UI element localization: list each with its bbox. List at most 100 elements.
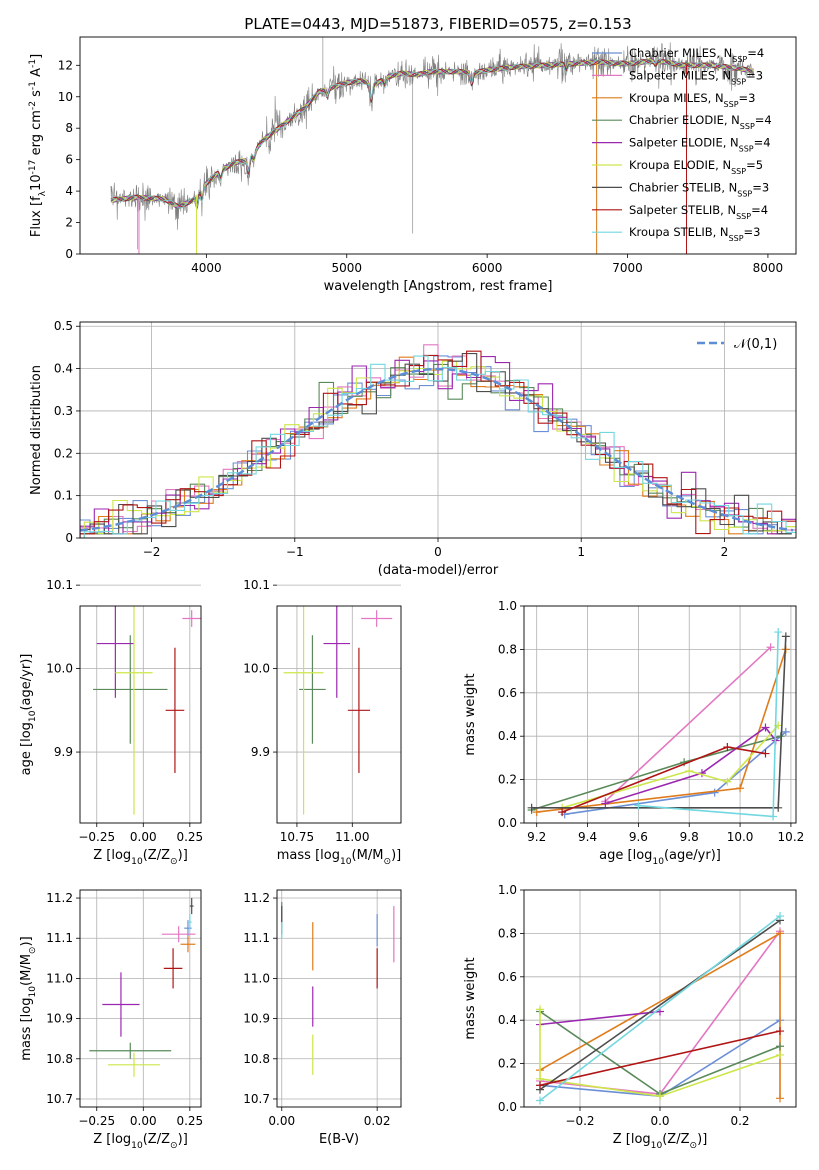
mass-weight-marker bbox=[656, 1092, 664, 1101]
mass-weight-marker bbox=[536, 1081, 544, 1090]
errorbar-point bbox=[179, 543, 198, 568]
normal-reference-curve bbox=[80, 367, 794, 532]
errorbar-point bbox=[163, 948, 183, 989]
errorbar-point bbox=[323, 606, 351, 698]
y-tick-label: 10.8 bbox=[46, 1052, 73, 1066]
errorbar-point bbox=[386, 493, 399, 593]
figure-title: PLATE=0443, MJD=51873, FIBERID=0575, z=0… bbox=[244, 15, 631, 33]
plot-area bbox=[93, 543, 201, 815]
x-tick-label: 9.8 bbox=[680, 830, 699, 844]
x-axis-label: Z [log10(Z/Z⊙)] bbox=[93, 848, 188, 867]
axes: 10.75 11.00 9.9 10.0 10.1 mass [log10(M/M⊙)] bbox=[243, 578, 402, 867]
x-tick-label: 11.00 bbox=[335, 830, 369, 844]
mass-weight-line bbox=[531, 735, 781, 811]
y-tick-label: 10.7 bbox=[243, 1092, 270, 1106]
axes-frame bbox=[79, 605, 202, 824]
x-tick-label: 0 bbox=[434, 545, 442, 559]
y-axis-label: mass weight bbox=[463, 957, 478, 1039]
x-axis-label: mass [log10(M/M⊙)] bbox=[277, 848, 401, 867]
x-axis-label: wavelength [Angstrom, rest frame] bbox=[324, 279, 553, 294]
legend-label: Salpeter MILES, NSSP=3 bbox=[629, 68, 763, 86]
x-tick-label: 0.00 bbox=[268, 1114, 295, 1128]
mass-weight-line bbox=[539, 1009, 781, 1098]
y-tick-label: 0.3 bbox=[54, 404, 73, 418]
mass-weight-marker bbox=[601, 799, 610, 808]
panel-weight-vs-Z: −0.2 0.0 0.2 0.0 0.2 0.4 0.6 0.8 1.0 Z [log10(Z/Z… bbox=[463, 883, 797, 1151]
y-axis-label: mass weight bbox=[463, 673, 478, 755]
y-tick-label: 6 bbox=[65, 153, 73, 167]
mass-weight-marker bbox=[634, 801, 643, 810]
plot-area bbox=[80, 344, 796, 538]
residual-histogram bbox=[83, 355, 796, 538]
mass-weight-marker bbox=[776, 1027, 784, 1036]
y-tick-label: 12 bbox=[58, 58, 73, 72]
axes: −0.2 0.0 0.2 0.0 0.2 0.4 0.6 0.8 1.0 Z [log10(Z/Z… bbox=[463, 883, 797, 1151]
errorbar-point bbox=[184, 920, 192, 937]
x-tick-label: 0.02 bbox=[364, 1114, 391, 1128]
errorbar-point bbox=[189, 898, 194, 915]
axes-frame bbox=[523, 605, 797, 824]
axes: −0.25 0.00 0.25 10.7 10.8 10.9 11.0 11.1 11.2 Z [… bbox=[19, 889, 203, 1151]
legend-label: Chabrier ELODIE, NSSP=4 bbox=[629, 113, 772, 131]
mass-weight-line bbox=[539, 915, 781, 1102]
errorbar-point bbox=[283, 606, 324, 815]
panel-age-vs-mass: 10.75 11.00 9.9 10.0 10.1 mass [log10(M/M⊙)] bbox=[243, 493, 402, 867]
errorbar-point bbox=[102, 972, 140, 1037]
legend-label: Chabrier MILES, NSSP=4 bbox=[629, 46, 764, 64]
mass-weight-marker bbox=[781, 727, 790, 736]
x-tick-label: 1 bbox=[577, 545, 585, 559]
grid bbox=[524, 889, 796, 1108]
mass-weight-line bbox=[531, 636, 787, 809]
legend-label: Salpeter STELIB, NSSP=4 bbox=[629, 203, 768, 221]
axes: 4000 5000 6000 7000 8000 0 2 4 6 8 10 12 wavelength … bbox=[28, 36, 797, 294]
panel-age-vs-Z: −0.25 0.00 0.25 9.9 10.0 10.1 Z [log10(Z/Z⊙)] a… bbox=[19, 543, 203, 867]
y-axis-label: mass [log10(M/M⊙)] bbox=[19, 936, 38, 1060]
y-tick-label: 11.0 bbox=[243, 971, 270, 985]
errorbar-point bbox=[165, 647, 185, 773]
panel-residuals: −2 −1 0 1 2 0 0.1 0.2 0.3 0.4 0.5 (data-model)/erro… bbox=[29, 319, 797, 578]
axes-frame bbox=[79, 36, 797, 255]
x-tick-label: −0.25 bbox=[78, 1114, 115, 1128]
mass-weight-marker bbox=[685, 766, 694, 775]
x-tick-label: 0.0 bbox=[650, 1114, 669, 1128]
errorbar-point bbox=[115, 606, 153, 815]
panel-spectrum: 4000 5000 6000 7000 8000 0 2 4 6 8 10 12 wavelength … bbox=[28, 36, 797, 294]
legend-label: Salpeter ELODIE, NSSP=4 bbox=[629, 136, 771, 154]
errorbar-point bbox=[93, 635, 168, 744]
x-tick-label: −0.25 bbox=[78, 830, 115, 844]
residual-histogram bbox=[83, 356, 796, 538]
y-tick-label: 0.2 bbox=[498, 1057, 517, 1071]
errorbar-point bbox=[161, 926, 196, 943]
legend-label: Kroupa ELODIE, NSSP=5 bbox=[629, 158, 763, 176]
y-tick-label: 10.9 bbox=[243, 1012, 270, 1026]
y-tick-label: 0.0 bbox=[498, 1100, 517, 1114]
mass-weight-marker bbox=[536, 1096, 544, 1105]
x-tick-label: 0.25 bbox=[176, 1114, 203, 1128]
legend-label: Kroupa STELIB, NSSP=3 bbox=[629, 225, 760, 243]
mass-weight-line bbox=[539, 919, 781, 1091]
x-axis-label: (data-model)/error bbox=[378, 563, 499, 578]
axes: −0.25 0.00 0.25 9.9 10.0 10.1 Z [log10(Z/Z⊙)] a… bbox=[19, 578, 203, 867]
x-tick-label: 0.00 bbox=[130, 1114, 157, 1128]
y-tick-label: 10 bbox=[58, 90, 73, 104]
mass-weight-marker bbox=[723, 777, 732, 786]
y-tick-label: 11.2 bbox=[243, 891, 270, 905]
y-axis-label: Flux [fλ10-17 erg cm-2 s-1 A-1] bbox=[28, 54, 48, 237]
x-tick-label: −1 bbox=[286, 545, 304, 559]
y-axis-label: Normed distribution bbox=[29, 365, 44, 495]
mass-weight-marker bbox=[527, 803, 536, 812]
y-tick-label: 0.4 bbox=[498, 729, 517, 743]
spectrum-legend: Chabrier MILES, NSSP=4 Salpeter MILES, NS… bbox=[592, 46, 772, 243]
residual-histogram bbox=[80, 363, 792, 535]
mass-weight-line bbox=[561, 724, 779, 809]
x-tick-label: 10.0 bbox=[727, 830, 754, 844]
mass-weight-marker bbox=[761, 749, 770, 758]
y-tick-label: 2 bbox=[65, 216, 73, 230]
y-tick-label: 10.1 bbox=[46, 578, 73, 592]
axes-frame bbox=[79, 321, 797, 539]
x-tick-label: 10.75 bbox=[280, 830, 314, 844]
y-tick-label: 0.4 bbox=[498, 1013, 517, 1027]
spectrum-model-line bbox=[110, 58, 754, 207]
mass-weight-marker bbox=[774, 628, 783, 637]
x-tick-label: 4000 bbox=[191, 261, 222, 275]
